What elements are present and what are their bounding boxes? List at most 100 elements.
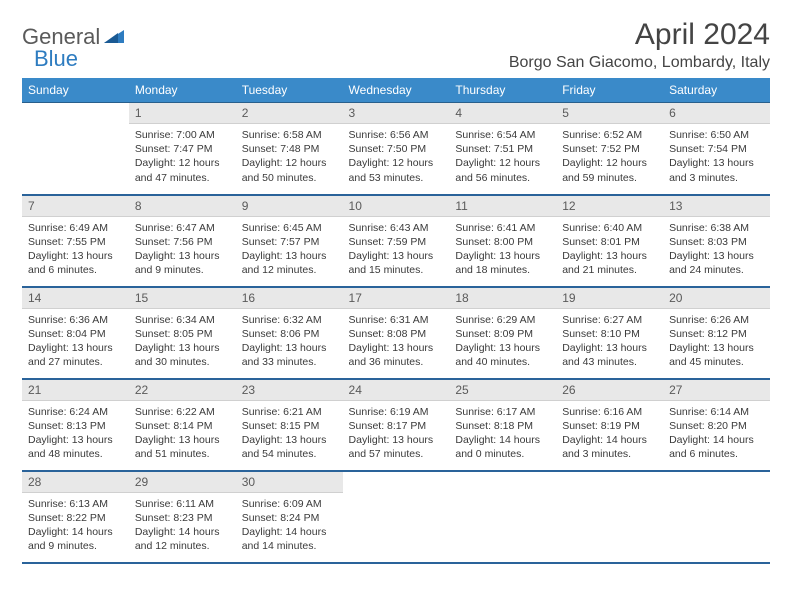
daylight-text: Daylight: 12 hours and 53 minutes. (349, 156, 444, 184)
sunset-text: Sunset: 8:05 PM (135, 327, 230, 341)
day-number: 14 (22, 288, 129, 309)
day-number: 4 (449, 103, 556, 124)
day-number: 29 (129, 472, 236, 493)
day-body: Sunrise: 6:17 AMSunset: 8:18 PMDaylight:… (449, 401, 556, 466)
day-header: Thursday (449, 78, 556, 103)
sunset-text: Sunset: 8:03 PM (669, 235, 764, 249)
sunrise-text: Sunrise: 6:56 AM (349, 128, 444, 142)
day-number: 19 (556, 288, 663, 309)
day-number: 11 (449, 196, 556, 217)
calendar-cell: 13Sunrise: 6:38 AMSunset: 8:03 PMDayligh… (663, 195, 770, 287)
day-body: Sunrise: 7:00 AMSunset: 7:47 PMDaylight:… (129, 124, 236, 189)
calendar-cell: 25Sunrise: 6:17 AMSunset: 8:18 PMDayligh… (449, 379, 556, 471)
daylight-text: Daylight: 13 hours and 43 minutes. (562, 341, 657, 369)
calendar-cell: 11Sunrise: 6:41 AMSunset: 8:00 PMDayligh… (449, 195, 556, 287)
calendar-cell: 9Sunrise: 6:45 AMSunset: 7:57 PMDaylight… (236, 195, 343, 287)
day-body: Sunrise: 6:36 AMSunset: 8:04 PMDaylight:… (22, 309, 129, 374)
daylight-text: Daylight: 13 hours and 57 minutes. (349, 433, 444, 461)
day-header: Monday (129, 78, 236, 103)
day-header: Tuesday (236, 78, 343, 103)
day-body: Sunrise: 6:58 AMSunset: 7:48 PMDaylight:… (236, 124, 343, 189)
sunset-text: Sunset: 8:17 PM (349, 419, 444, 433)
day-body: Sunrise: 6:11 AMSunset: 8:23 PMDaylight:… (129, 493, 236, 558)
day-number: 1 (129, 103, 236, 124)
day-body: Sunrise: 6:09 AMSunset: 8:24 PMDaylight:… (236, 493, 343, 558)
day-body: Sunrise: 6:27 AMSunset: 8:10 PMDaylight:… (556, 309, 663, 374)
day-body: Sunrise: 6:34 AMSunset: 8:05 PMDaylight:… (129, 309, 236, 374)
header: General April 2024 Borgo San Giacomo, Lo… (22, 18, 770, 72)
day-body: Sunrise: 6:32 AMSunset: 8:06 PMDaylight:… (236, 309, 343, 374)
day-number: 7 (22, 196, 129, 217)
daylight-text: Daylight: 13 hours and 6 minutes. (28, 249, 123, 277)
sunset-text: Sunset: 8:14 PM (135, 419, 230, 433)
sunset-text: Sunset: 8:10 PM (562, 327, 657, 341)
day-number: 16 (236, 288, 343, 309)
calendar-week-row: 21Sunrise: 6:24 AMSunset: 8:13 PMDayligh… (22, 379, 770, 471)
daylight-text: Daylight: 13 hours and 33 minutes. (242, 341, 337, 369)
day-body: Sunrise: 6:19 AMSunset: 8:17 PMDaylight:… (343, 401, 450, 466)
daylight-text: Daylight: 13 hours and 18 minutes. (455, 249, 550, 277)
day-body: Sunrise: 6:14 AMSunset: 8:20 PMDaylight:… (663, 401, 770, 466)
sunrise-text: Sunrise: 6:47 AM (135, 221, 230, 235)
calendar-cell (449, 471, 556, 563)
sunrise-text: Sunrise: 6:50 AM (669, 128, 764, 142)
daylight-text: Daylight: 14 hours and 12 minutes. (135, 525, 230, 553)
day-number: 28 (22, 472, 129, 493)
calendar-cell: 27Sunrise: 6:14 AMSunset: 8:20 PMDayligh… (663, 379, 770, 471)
sunset-text: Sunset: 7:50 PM (349, 142, 444, 156)
sunset-text: Sunset: 7:47 PM (135, 142, 230, 156)
day-number: 24 (343, 380, 450, 401)
sunset-text: Sunset: 8:01 PM (562, 235, 657, 249)
day-body: Sunrise: 6:24 AMSunset: 8:13 PMDaylight:… (22, 401, 129, 466)
day-body: Sunrise: 6:13 AMSunset: 8:22 PMDaylight:… (22, 493, 129, 558)
sunset-text: Sunset: 7:56 PM (135, 235, 230, 249)
day-header: Friday (556, 78, 663, 103)
sunrise-text: Sunrise: 6:24 AM (28, 405, 123, 419)
calendar-cell: 26Sunrise: 6:16 AMSunset: 8:19 PMDayligh… (556, 379, 663, 471)
sunset-text: Sunset: 8:13 PM (28, 419, 123, 433)
day-header: Wednesday (343, 78, 450, 103)
day-number: 13 (663, 196, 770, 217)
calendar-body: 1Sunrise: 7:00 AMSunset: 7:47 PMDaylight… (22, 103, 770, 563)
sunrise-text: Sunrise: 6:43 AM (349, 221, 444, 235)
day-body: Sunrise: 6:16 AMSunset: 8:19 PMDaylight:… (556, 401, 663, 466)
sunset-text: Sunset: 7:52 PM (562, 142, 657, 156)
sunset-text: Sunset: 8:06 PM (242, 327, 337, 341)
sunrise-text: Sunrise: 6:22 AM (135, 405, 230, 419)
calendar-cell: 21Sunrise: 6:24 AMSunset: 8:13 PMDayligh… (22, 379, 129, 471)
daylight-text: Daylight: 13 hours and 54 minutes. (242, 433, 337, 461)
sunset-text: Sunset: 8:00 PM (455, 235, 550, 249)
calendar-table: SundayMondayTuesdayWednesdayThursdayFrid… (22, 78, 770, 564)
day-number: 25 (449, 380, 556, 401)
day-number: 8 (129, 196, 236, 217)
calendar-cell: 20Sunrise: 6:26 AMSunset: 8:12 PMDayligh… (663, 287, 770, 379)
calendar-cell: 7Sunrise: 6:49 AMSunset: 7:55 PMDaylight… (22, 195, 129, 287)
logo-word-blue: Blue (34, 46, 78, 71)
calendar-cell: 29Sunrise: 6:11 AMSunset: 8:23 PMDayligh… (129, 471, 236, 563)
sunrise-text: Sunrise: 6:09 AM (242, 497, 337, 511)
sunset-text: Sunset: 8:08 PM (349, 327, 444, 341)
day-header-row: SundayMondayTuesdayWednesdayThursdayFrid… (22, 78, 770, 103)
calendar-cell: 18Sunrise: 6:29 AMSunset: 8:09 PMDayligh… (449, 287, 556, 379)
day-body: Sunrise: 6:38 AMSunset: 8:03 PMDaylight:… (663, 217, 770, 282)
sunset-text: Sunset: 8:22 PM (28, 511, 123, 525)
sunrise-text: Sunrise: 6:16 AM (562, 405, 657, 419)
sunrise-text: Sunrise: 6:19 AM (349, 405, 444, 419)
day-body: Sunrise: 6:31 AMSunset: 8:08 PMDaylight:… (343, 309, 450, 374)
calendar-cell: 6Sunrise: 6:50 AMSunset: 7:54 PMDaylight… (663, 103, 770, 195)
day-body: Sunrise: 6:29 AMSunset: 8:09 PMDaylight:… (449, 309, 556, 374)
sunrise-text: Sunrise: 6:31 AM (349, 313, 444, 327)
calendar-cell (343, 471, 450, 563)
day-number: 21 (22, 380, 129, 401)
daylight-text: Daylight: 13 hours and 36 minutes. (349, 341, 444, 369)
calendar-cell (556, 471, 663, 563)
day-number: 20 (663, 288, 770, 309)
sunrise-text: Sunrise: 6:45 AM (242, 221, 337, 235)
sunrise-text: Sunrise: 6:13 AM (28, 497, 123, 511)
daylight-text: Daylight: 13 hours and 3 minutes. (669, 156, 764, 184)
day-header: Sunday (22, 78, 129, 103)
sunrise-text: Sunrise: 7:00 AM (135, 128, 230, 142)
day-header: Saturday (663, 78, 770, 103)
daylight-text: Daylight: 13 hours and 45 minutes. (669, 341, 764, 369)
daylight-text: Daylight: 12 hours and 50 minutes. (242, 156, 337, 184)
